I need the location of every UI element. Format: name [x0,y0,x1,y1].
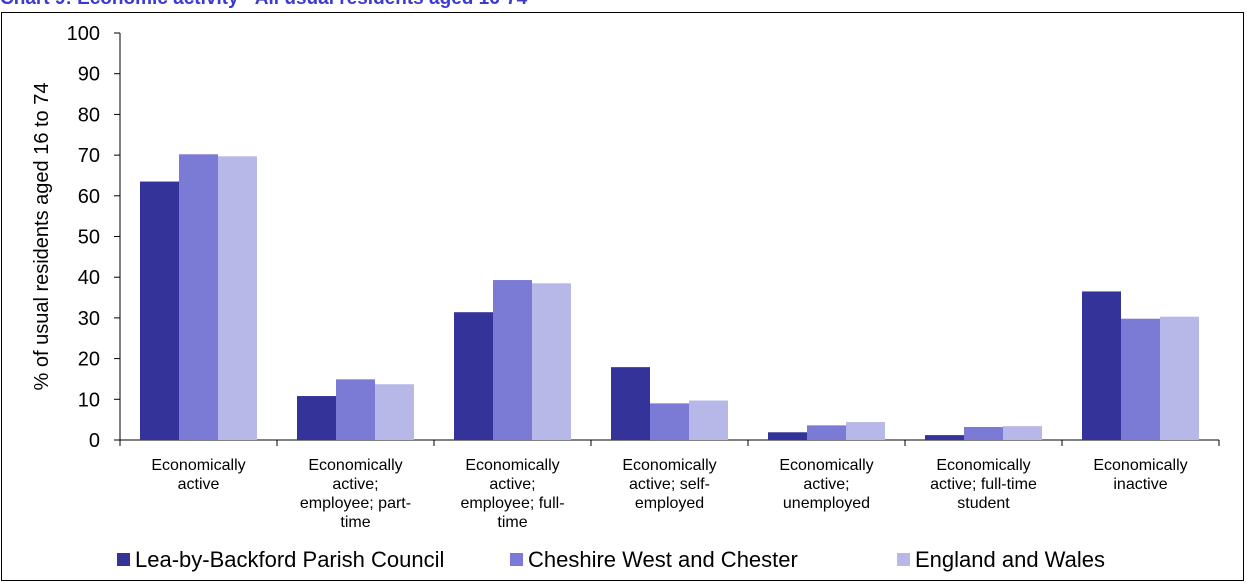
x-category-label-line: employee; part- [300,495,411,512]
y-tick-label: 10 [78,389,100,411]
bar [768,432,807,440]
x-category-label: Economically active; full-time student [930,457,1037,512]
bar [179,154,218,440]
x-category-label-line: student [957,495,1010,512]
bar [1003,426,1042,440]
y-tick-label: 30 [78,308,100,330]
x-category-label-line: Economically [779,457,873,474]
legend-label: England and Wales [915,547,1105,572]
y-axis-label: % of usual residents aged 16 to 74 [31,83,53,391]
x-category-label-line: employed [635,495,704,512]
x-category-label-line: active; [332,476,378,493]
bar [297,396,336,440]
x-category-label: Economically active [151,457,245,493]
x-category-label: Economically active; employee; part-time [300,457,411,531]
x-category-label-line: unemployed [783,495,870,512]
x-category-label-line: time [340,514,370,531]
y-tick-label: 40 [78,267,100,289]
bar [1160,316,1199,440]
x-category-label-line: active [178,476,220,493]
bar [611,367,650,440]
x-category-label-line: Economically [465,457,559,474]
y-tick-label: 100 [67,23,100,45]
bar [493,280,532,440]
bar [846,422,885,440]
x-category-label-line: Economically [622,457,716,474]
y-tick-label: 0 [89,430,100,452]
y-tick-label: 20 [78,349,100,371]
bar [964,426,1003,440]
bar [375,384,414,440]
x-category-label-line: employee; full- [460,495,564,512]
x-category-label-line: active; self- [629,476,710,493]
y-tick-label: 60 [78,186,100,208]
legend-label: Cheshire West and Chester [528,547,798,572]
bar [650,403,689,440]
bar [807,425,846,440]
bar [1082,291,1121,440]
legend-swatch [117,553,130,566]
x-category-label-line: Economically [151,457,245,474]
x-category-label-line: Economically [1093,457,1187,474]
y-tick-label: 90 [78,64,100,86]
bar [1121,318,1160,440]
bar [218,156,257,441]
legend-swatch [897,553,910,566]
x-category-label-line: active; [803,476,849,493]
x-category-label: Economically active; employee; full-time [460,457,564,531]
x-category-label-line: active; full-time [930,476,1037,493]
x-category-label-line: active; [489,476,535,493]
x-category-label-line: inactive [1113,476,1167,493]
x-category-label: Economically active; unemployed [779,457,873,512]
legend-swatch [510,553,523,566]
y-tick-label: 70 [78,145,100,167]
x-category-label: Economically active; self-employed [622,457,716,512]
x-category-label: Economically inactive [1093,457,1187,493]
bar [454,312,493,440]
y-tick-label: 50 [78,227,100,249]
x-category-label-line: Economically [936,457,1030,474]
bar [532,283,571,440]
x-category-label-line: Economically [308,457,402,474]
legend-label: Lea-by-Backford Parish Council [135,547,444,572]
bar [336,379,375,440]
bar [140,181,179,440]
bar [925,435,964,440]
x-category-label-line: time [497,514,527,531]
bar [689,400,728,440]
y-tick-label: 80 [78,104,100,126]
chart-title: Chart 9: Economic activity - All usual r… [0,0,527,10]
chart-frame [1,12,1244,581]
